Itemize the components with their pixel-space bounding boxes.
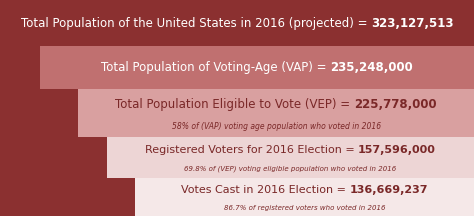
Bar xyxy=(78,89,474,137)
Text: 235,248,000: 235,248,000 xyxy=(330,61,413,74)
Text: 136,669,237: 136,669,237 xyxy=(349,185,428,195)
Text: Total Population Eligible to Vote (VEP) =: Total Population Eligible to Vote (VEP) … xyxy=(115,98,354,111)
Text: 323,127,513: 323,127,513 xyxy=(371,17,453,30)
Text: 69.8% of (VEP) voting eligible population who voted in 2016: 69.8% of (VEP) voting eligible populatio… xyxy=(184,166,396,172)
Bar xyxy=(135,178,474,216)
Text: 58% of (VAP) voting age population who voted in 2016: 58% of (VAP) voting age population who v… xyxy=(172,122,381,131)
Text: 157,596,000: 157,596,000 xyxy=(358,145,436,155)
Text: 86.7% of registered voters who voted in 2016: 86.7% of registered voters who voted in … xyxy=(224,205,385,211)
Bar xyxy=(107,137,474,178)
Text: Registered Voters for 2016 Election =: Registered Voters for 2016 Election = xyxy=(145,145,358,155)
Bar xyxy=(0,0,474,46)
Text: 225,778,000: 225,778,000 xyxy=(354,98,437,111)
Text: Total Population of Voting-Age (VAP) =: Total Population of Voting-Age (VAP) = xyxy=(101,61,330,74)
Text: Total Population of the United States in 2016 (projected) =: Total Population of the United States in… xyxy=(21,17,371,30)
Text: Votes Cast in 2016 Election =: Votes Cast in 2016 Election = xyxy=(181,185,349,195)
Bar xyxy=(40,46,474,89)
